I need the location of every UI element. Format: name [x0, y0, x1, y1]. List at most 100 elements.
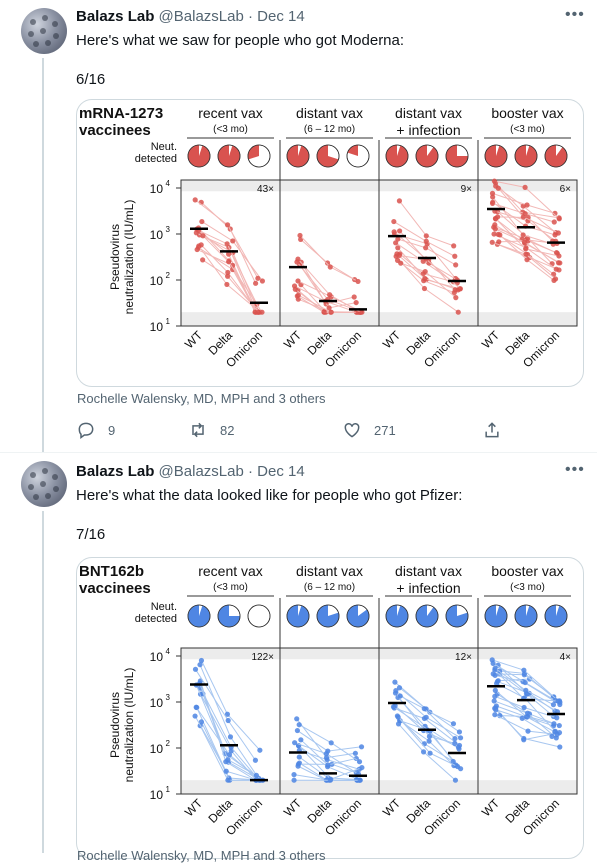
data-point: [452, 740, 458, 746]
data-point: [555, 260, 562, 266]
group-title: recent vax: [198, 563, 263, 579]
like-button[interactable]: 271: [342, 420, 396, 440]
data-point: [252, 757, 259, 763]
liked-by[interactable]: Rochelle Walensky, MD, MPH and 3 others: [77, 848, 326, 863]
tweet-text: Here's what the data looked like for peo…: [76, 487, 463, 504]
data-point: [292, 740, 298, 746]
data-point: [192, 666, 199, 672]
share-button[interactable]: [482, 420, 514, 440]
data-point: [253, 280, 259, 286]
data-point: [396, 198, 403, 204]
author-name[interactable]: Balazs Lab: [76, 463, 155, 480]
data-point: [398, 260, 404, 266]
data-point: [549, 733, 555, 740]
data-point: [327, 777, 333, 783]
avatar[interactable]: [21, 8, 67, 54]
author-name[interactable]: Balazs Lab: [76, 8, 155, 25]
data-point: [423, 714, 429, 720]
neut-pie-outline: [346, 604, 370, 628]
data-point: [422, 268, 428, 275]
fold-change: 122×: [251, 652, 274, 663]
neut-pie-outline: [286, 604, 310, 628]
tweet-image[interactable]: BNT162b vaccinees Neut. detected Pseudovirus…: [76, 557, 584, 859]
data-point: [390, 704, 397, 710]
action-bar: 9 82 271: [76, 420, 506, 442]
data-point: [450, 758, 456, 765]
group-subtitle: + infection: [396, 580, 460, 596]
data-point: [327, 292, 333, 298]
neut-pie-outline: [544, 144, 568, 168]
data-point: [421, 285, 428, 292]
x-tick-label: WT: [281, 796, 305, 820]
neut-pie-outline: [484, 144, 508, 168]
data-point: [549, 261, 555, 267]
data-point: [197, 662, 203, 668]
avatar[interactable]: [21, 461, 67, 507]
share-icon: [485, 422, 499, 438]
data-point: [327, 264, 333, 270]
author-handle[interactable]: @BalazsLab: [158, 8, 244, 25]
x-tick-label: WT: [479, 328, 503, 352]
data-point: [492, 226, 498, 232]
tweet-date[interactable]: Dec 14: [257, 8, 305, 25]
reply-button[interactable]: 9: [76, 420, 115, 440]
data-point: [456, 729, 463, 735]
data-point: [227, 734, 234, 740]
neut-pie-fill: [446, 145, 468, 167]
retweet-icon: [192, 422, 204, 438]
data-point: [291, 283, 298, 289]
liked-by[interactable]: Rochelle Walensky, MD, MPH and 3 others: [77, 391, 326, 406]
y-tick-label: 10: [150, 650, 164, 664]
data-point: [551, 277, 557, 283]
data-point: [200, 233, 206, 239]
data-point: [392, 679, 398, 685]
more-icon[interactable]: •••: [565, 6, 585, 23]
tweet-image[interactable]: mRNA-1273 vaccinees Neut. detected Pseudovir…: [76, 99, 584, 387]
data-point: [224, 222, 231, 228]
neut-pie-outline: [187, 604, 211, 628]
x-tick-label: WT: [182, 796, 206, 820]
tweet-2[interactable]: Balazs Lab @BalazsLab · Dec 14 ••• Here'…: [0, 453, 597, 863]
neut-pie-outline: [217, 604, 241, 628]
data-point: [225, 269, 231, 276]
thread-line: [42, 511, 44, 853]
more-icon[interactable]: •••: [565, 461, 585, 478]
tweet-date[interactable]: Dec 14: [257, 463, 305, 480]
y-tick-label: 10: [150, 228, 164, 242]
data-point: [556, 722, 562, 729]
neut-label: detected: [135, 153, 177, 165]
tweet-counter: 7/16: [76, 526, 106, 543]
data-point: [556, 253, 562, 259]
data-point: [328, 309, 334, 315]
y-tick-exponent: 1: [166, 317, 171, 326]
data-point: [199, 218, 205, 225]
data-point: [551, 219, 557, 225]
data-point: [426, 733, 433, 740]
data-point: [523, 246, 529, 252]
group-subtitle: (<3 mo): [213, 124, 248, 135]
tweet-text: Here's what we saw for people who got Mo…: [76, 32, 405, 49]
data-point: [194, 246, 200, 253]
data-point: [551, 271, 557, 277]
fold-change: 4×: [560, 652, 572, 663]
neut-pie-outline: [385, 144, 409, 168]
data-point: [555, 698, 561, 704]
data-point: [359, 764, 365, 771]
data-point: [253, 772, 259, 778]
data-point: [493, 707, 499, 713]
avatar-virus-icon: [28, 15, 59, 47]
y-tick-label: 10: [150, 320, 164, 334]
retweet-button[interactable]: 82: [188, 420, 234, 440]
data-point: [421, 706, 427, 712]
tweet-1[interactable]: Balazs Lab @BalazsLab · Dec 14 ••• Here'…: [0, 0, 597, 452]
data-point: [557, 744, 563, 750]
data-point: [291, 772, 297, 778]
data-point: [294, 259, 300, 265]
author-handle[interactable]: @BalazsLab: [158, 463, 244, 480]
fold-change: 9×: [461, 184, 473, 195]
data-point: [192, 713, 198, 719]
data-point: [200, 257, 206, 263]
data-point: [423, 233, 429, 239]
dot-separator: ·: [248, 8, 253, 25]
retweet-count: 82: [220, 422, 235, 438]
